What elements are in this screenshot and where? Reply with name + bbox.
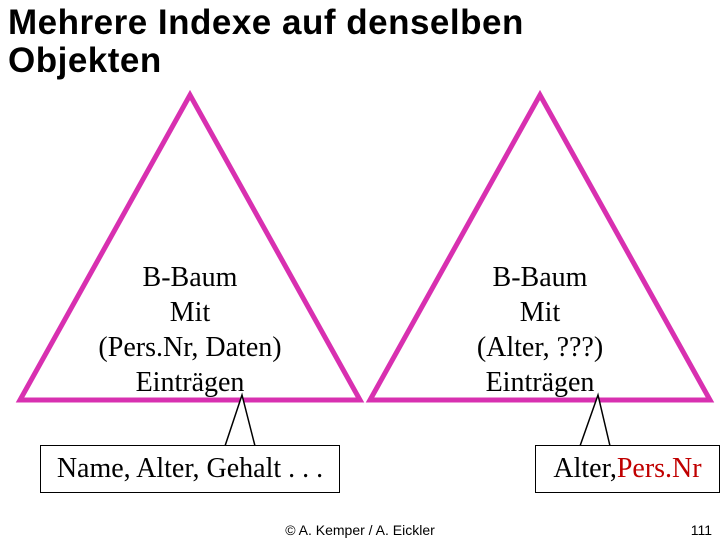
left-tree-label: B-Baum Mit (Pers.Nr, Daten) Einträgen <box>40 260 340 400</box>
left-callout-box: Name, Alter, Gehalt . . . <box>40 445 340 493</box>
right-tree-line-1: B-Baum <box>493 262 588 293</box>
page-title: Mehrere Indexe auf denselben Objekten <box>8 4 524 80</box>
left-tree-line-3: (Pers.Nr, Daten) <box>98 332 281 363</box>
title-line-1: Mehrere Indexe auf denselben <box>8 3 524 42</box>
footer-copyright: © A. Kemper / A. Eickler <box>285 522 435 538</box>
right-callout-box: Alter, Pers.Nr <box>535 445 720 493</box>
right-tree-line-3: (Alter, ???) <box>477 332 603 363</box>
left-tree-line-2: Mit <box>170 297 210 328</box>
title-line-2: Objekten <box>8 41 162 80</box>
right-tree-line-4: Einträgen <box>486 367 595 398</box>
page-number: 111 <box>691 522 712 538</box>
right-tree-label: B-Baum Mit (Alter, ???) Einträgen <box>390 260 690 400</box>
right-callout-text-alter: Alter, <box>553 453 616 485</box>
right-tree-line-2: Mit <box>520 297 560 328</box>
right-callout-text-persnr: Pers.Nr <box>617 453 702 485</box>
left-callout-text: Name, Alter, Gehalt . . . <box>57 453 323 485</box>
left-tree-line-1: B-Baum <box>143 262 238 293</box>
left-tree-line-4: Einträgen <box>136 367 245 398</box>
